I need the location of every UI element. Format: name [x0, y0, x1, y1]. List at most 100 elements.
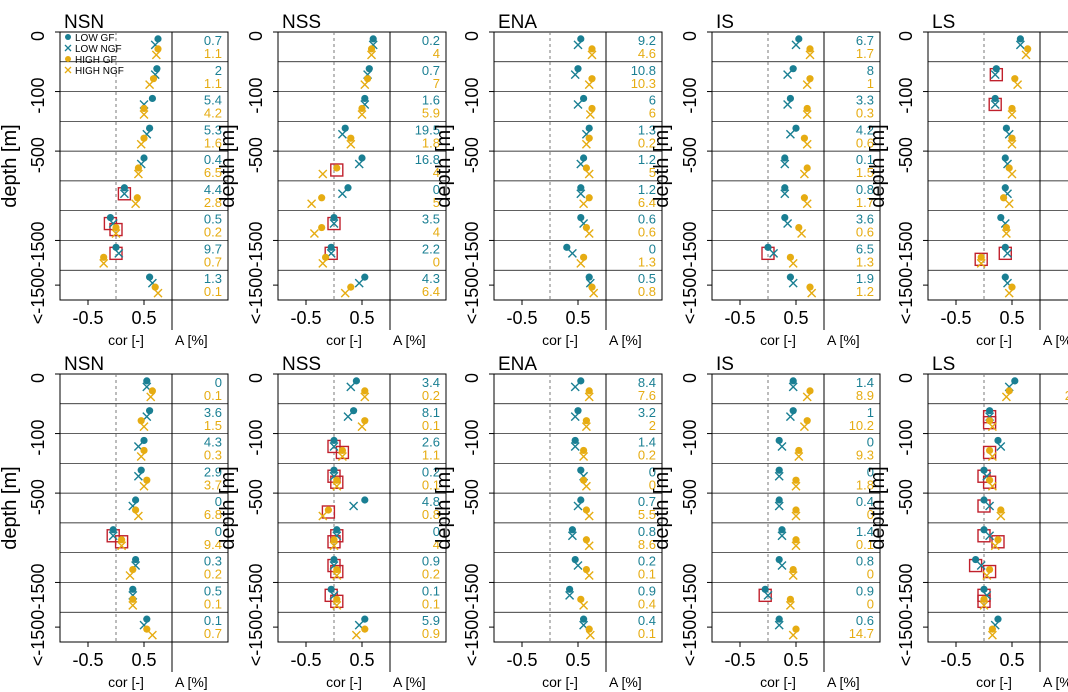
- a-low-value: 1: [867, 405, 874, 420]
- a-high-value: 0.2: [204, 567, 222, 582]
- depth-tick-label: <-1500: [896, 268, 916, 325]
- low-gf-point: [986, 407, 994, 415]
- a-low-value: 0.7: [204, 33, 222, 48]
- low-ngf-point: [570, 441, 580, 451]
- a-high-value: 0: [649, 477, 656, 492]
- low-gf-point: [980, 585, 988, 593]
- a-low-value: 0.2: [422, 33, 440, 48]
- panel-ena-1: ENA 0 -100 -500 -1500<-1500 depth [m] -0.5 0.5 c…: [433, 12, 663, 348]
- a-low-value: 0.4: [638, 613, 656, 628]
- low-gf-point: [146, 124, 154, 132]
- high-ngf-point: [146, 392, 156, 402]
- low-gf-point: [781, 184, 789, 192]
- high-gf-point: [582, 506, 591, 514]
- x-tick-label: 0.5: [565, 308, 590, 328]
- panel-frame: [277, 373, 447, 643]
- high-ngf-point: [1001, 229, 1011, 239]
- a-low-value: 0.5: [204, 212, 222, 227]
- highlight-box: [327, 535, 341, 549]
- high-ngf-point: [340, 288, 350, 298]
- high-ngf-point: [151, 50, 161, 60]
- a-low-value: 2.9: [204, 464, 222, 479]
- high-gf-point: [143, 476, 151, 484]
- high-gf-point: [582, 417, 591, 425]
- high-gf-point: [361, 625, 369, 633]
- high-gf-point: [806, 45, 814, 53]
- low-ngf-point: [329, 219, 339, 229]
- low-gf-point: [132, 555, 140, 564]
- depth-tick-label: 0: [896, 31, 916, 41]
- depth-tick-label: -1500: [896, 563, 916, 609]
- x-tick-label: -0.5: [724, 650, 755, 670]
- a-high-value: 0.1: [204, 284, 222, 299]
- a-high-value: 6.5: [204, 165, 222, 180]
- low-ngf-point: [573, 99, 583, 109]
- high-ngf-point: [585, 109, 595, 119]
- a-high-value: 1.5: [856, 165, 874, 180]
- low-gf-point: [369, 35, 377, 43]
- depth-tick-label: -500: [462, 137, 482, 173]
- depth-tick-label: 0: [680, 373, 700, 383]
- a-low-value: 0.2: [638, 554, 656, 569]
- a-high-value: 0.8: [638, 284, 656, 299]
- high-gf-point: [134, 164, 142, 172]
- panel-title: IS: [716, 354, 734, 375]
- x-tick-label: 0.5: [999, 650, 1024, 670]
- depth-tick-label: -100: [462, 78, 482, 114]
- high-ngf-point: [128, 600, 138, 610]
- high-ngf-point: [332, 571, 342, 581]
- panel-title: IS: [716, 12, 734, 33]
- highlight-box: [321, 505, 336, 519]
- a-low-value: 0.1: [422, 583, 440, 598]
- low-gf-point: [775, 496, 783, 504]
- panel-title: LS: [932, 354, 955, 375]
- a-low-value: 0: [649, 464, 656, 479]
- high-ngf-point: [990, 541, 1000, 551]
- high-ngf-point: [318, 258, 328, 268]
- low-ngf-point: [346, 382, 356, 392]
- y-axis-label: depth [m]: [867, 124, 889, 207]
- depth-tick-label: -1500: [896, 221, 916, 267]
- high-ngf-point: [1021, 50, 1031, 60]
- a-low-value: 0: [649, 241, 656, 256]
- a-low-value: 4.8: [422, 494, 440, 509]
- a-high-value: 14.7: [849, 626, 874, 641]
- a-high-value: 1.1: [204, 76, 222, 91]
- a-high-value: 0.2: [638, 135, 656, 150]
- depth-tick-label: 0: [680, 31, 700, 41]
- low-ngf-point: [783, 70, 793, 80]
- low-ngf-point: [573, 40, 583, 50]
- a-low-value: 1.6: [422, 93, 440, 108]
- high-gf-point: [986, 446, 994, 455]
- low-ngf-point: [354, 159, 364, 169]
- x-tick-label: 0.5: [349, 650, 374, 670]
- panel-nss-1: NSS 0 -100 -500 -1500<-1500 depth [m] -0.5 0.5 c…: [217, 12, 447, 348]
- a-low-value: 0.8: [856, 554, 874, 569]
- low-gf-point: [789, 377, 797, 385]
- a-low-value: 1.4: [856, 524, 874, 539]
- high-ngf-point: [318, 169, 328, 179]
- high-ngf-point: [587, 50, 597, 60]
- low-gf-point: [1001, 273, 1009, 281]
- a-column-label: A [%]: [175, 332, 208, 348]
- high-ngf-point: [1007, 109, 1017, 119]
- low-gf-point: [574, 407, 582, 415]
- depth-tick-label: <-1500: [246, 268, 266, 325]
- high-ngf-point: [367, 50, 377, 60]
- low-gf-point: [327, 585, 335, 593]
- a-high-value: 10.2: [849, 418, 874, 433]
- high-ngf-point: [584, 571, 594, 581]
- high-gf-point: [585, 387, 593, 395]
- depth-tick-label: -100: [896, 420, 916, 456]
- a-high-value: 6.4: [638, 195, 656, 210]
- high-gf-point: [1005, 164, 1013, 172]
- depth-tick-label: -1500: [462, 563, 482, 609]
- low-gf-point: [120, 184, 128, 192]
- a-low-value: 4.4: [204, 182, 222, 197]
- low-gf-point: [1002, 124, 1011, 132]
- a-low-value: 6: [649, 93, 656, 108]
- x-axis-label: cor [-]: [976, 674, 1012, 690]
- high-gf-point: [582, 164, 591, 172]
- x-tick-label: -0.5: [290, 650, 321, 670]
